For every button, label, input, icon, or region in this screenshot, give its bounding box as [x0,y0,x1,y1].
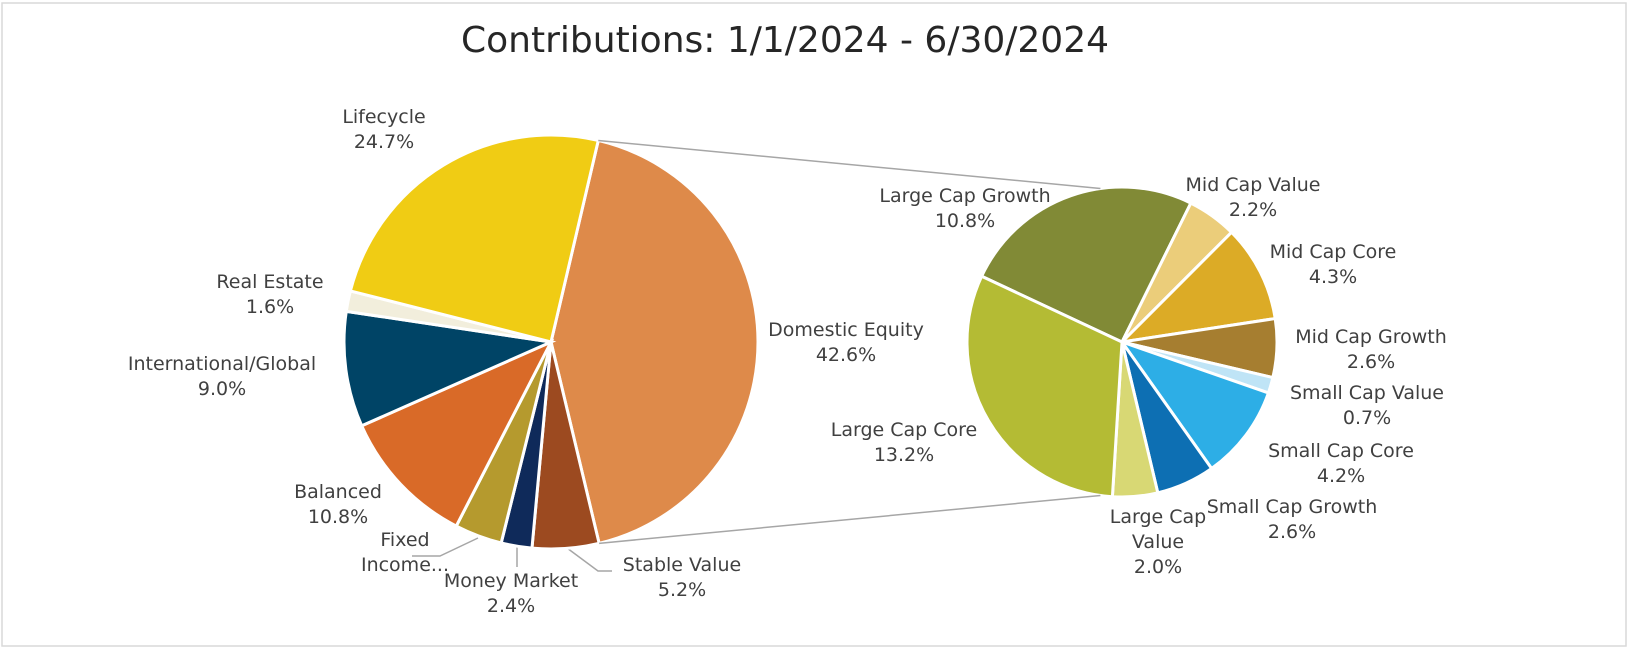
data-label: Small Cap Growth 2.6% [1187,495,1397,545]
value-label: 2.6% [1346,351,1396,373]
value-label: 10.8% [934,210,996,232]
category-label: Small Cap Core [1268,440,1414,462]
category-label: Domestic Equity [768,319,924,341]
data-label: Mid Cap Core 4.3% [1243,240,1423,290]
connector-line [599,494,1101,545]
value-label: 10.8% [307,506,369,528]
data-label: Mid Cap Growth 2.6% [1271,325,1471,375]
data-label: Balanced 10.8% [268,480,408,530]
data-label: Stable Value 5.2% [602,553,762,603]
data-label: Domestic Equity 42.6% [736,318,956,368]
pie-slice [549,138,760,546]
value-label: 13.2% [873,444,935,466]
pie-slice [965,274,1124,499]
value-label: 2.0% [1133,556,1183,578]
category-label: Large Cap Growth [879,185,1051,207]
value-label: 1.6% [245,296,295,318]
value-label: 42.6% [815,344,877,366]
pie-slice [359,338,555,529]
pie-slice [979,185,1193,344]
category-label: Mid Cap Growth [1295,326,1447,348]
value-label: 2.2% [1228,199,1278,221]
pie-slice [1117,230,1277,345]
pie-slice [1118,339,1271,471]
value-label: 5.2% [657,579,707,601]
data-label: Large Cap Value 2.0% [1103,505,1213,580]
value-label: 4.2% [1316,465,1366,487]
chart-title: Contributions: 1/1/2024 - 6/30/2024 [461,20,1109,61]
data-label: Mid Cap Value 2.2% [1163,173,1343,223]
category-label: Mid Cap Value [1185,174,1321,196]
data-label: International/Global 9.0% [102,352,342,402]
value-label: 2.6% [1267,521,1317,543]
category-label: Large Cap Core [830,419,978,441]
data-label: Fixed Income... [355,528,455,578]
data-label: Small Cap Value 0.7% [1267,381,1467,431]
leader-line [412,537,479,557]
category-label: Lifecycle [342,106,426,128]
data-label: Lifecycle 24.7% [314,105,454,155]
category-label: Large Cap Value [1109,506,1207,553]
category-label: Real Estate [216,271,324,293]
category-label: Money Market [443,570,579,592]
value-label: 9.0% [197,378,247,400]
pie-slice [348,133,601,344]
data-label: Money Market 2.4% [426,569,596,619]
data-label: Small Cap Core 4.2% [1246,439,1436,489]
category-label: Fixed Income... [360,529,450,576]
value-label: 2.4% [486,595,536,617]
category-label: Balanced [294,481,382,503]
data-label: Real Estate 1.6% [195,270,345,320]
data-label: Large Cap Core 13.2% [809,418,999,468]
connector-line [598,139,1101,190]
category-label: Mid Cap Core [1269,241,1397,263]
value-label: 24.7% [353,131,415,153]
category-label: Small Cap Growth [1206,496,1378,518]
leader-line [566,547,612,572]
data-label: Large Cap Growth 10.8% [855,184,1075,234]
category-label: International/Global [127,353,317,375]
value-label: 4.3% [1308,266,1358,288]
category-label: Small Cap Value [1290,382,1444,404]
category-label: Stable Value [622,554,742,576]
value-label: 0.7% [1342,407,1392,429]
pie-slice [342,309,557,428]
